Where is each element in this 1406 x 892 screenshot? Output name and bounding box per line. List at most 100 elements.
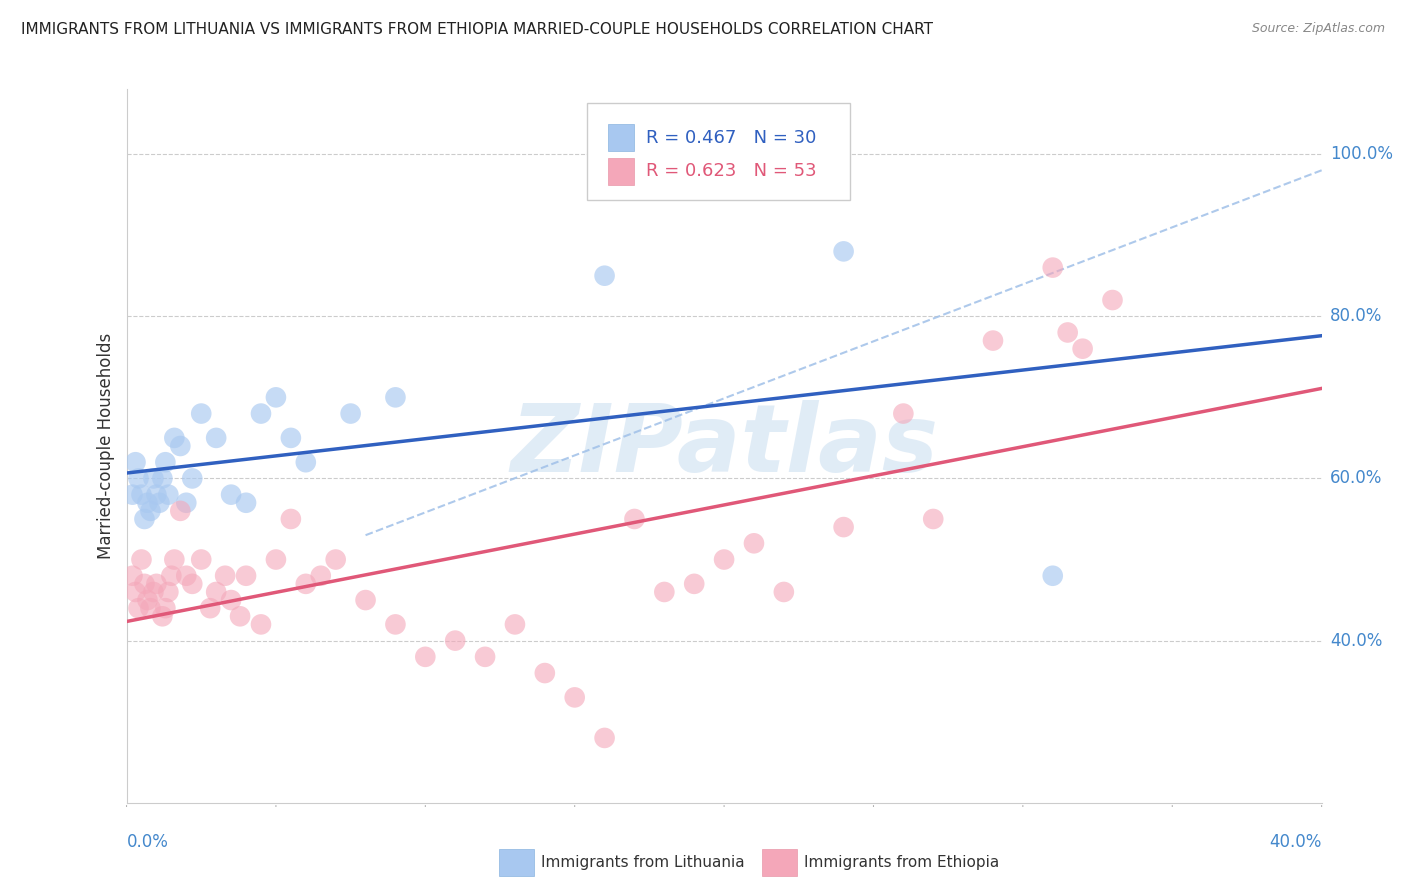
Point <box>309 568 332 582</box>
Text: IMMIGRANTS FROM LITHUANIA VS IMMIGRANTS FROM ETHIOPIA MARRIED-COUPLE HOUSEHOLDS : IMMIGRANTS FROM LITHUANIA VS IMMIGRANTS … <box>21 22 934 37</box>
Text: 40.0%: 40.0% <box>1330 632 1382 649</box>
Point <box>136 593 159 607</box>
Point <box>325 552 347 566</box>
Point <box>214 568 236 582</box>
Point <box>152 609 174 624</box>
Point <box>339 407 361 421</box>
Point <box>235 568 257 582</box>
Text: R = 0.467   N = 30: R = 0.467 N = 30 <box>647 128 817 146</box>
Point <box>174 496 197 510</box>
Point <box>219 593 242 607</box>
Point <box>124 455 146 469</box>
Text: ZIPatlas: ZIPatlas <box>510 400 938 492</box>
Point <box>205 585 228 599</box>
Text: 80.0%: 80.0% <box>1330 307 1382 326</box>
Point <box>503 617 526 632</box>
Point <box>127 601 149 615</box>
Point <box>157 488 180 502</box>
Point <box>474 649 496 664</box>
Text: Immigrants from Lithuania: Immigrants from Lithuania <box>541 855 745 870</box>
Point <box>155 601 177 615</box>
Point <box>250 617 273 632</box>
Point <box>683 577 706 591</box>
Point <box>832 520 855 534</box>
Point <box>742 536 765 550</box>
Point <box>139 504 162 518</box>
Point <box>142 585 165 599</box>
Point <box>160 568 183 582</box>
Point <box>121 568 143 582</box>
Point <box>174 568 197 582</box>
Point <box>169 439 191 453</box>
Point <box>981 334 1004 348</box>
Point <box>593 268 616 283</box>
Text: 100.0%: 100.0% <box>1330 145 1393 163</box>
Point <box>922 512 945 526</box>
Text: 40.0%: 40.0% <box>1270 833 1322 851</box>
Point <box>250 407 273 421</box>
Point <box>200 601 222 615</box>
Point <box>713 552 735 566</box>
Point <box>121 488 143 502</box>
FancyBboxPatch shape <box>586 103 849 200</box>
Point <box>534 666 557 681</box>
Point <box>652 585 675 599</box>
Y-axis label: Married-couple Households: Married-couple Households <box>97 333 115 559</box>
Point <box>264 390 287 404</box>
Point <box>593 731 616 745</box>
Point <box>155 455 177 469</box>
Point <box>1056 326 1078 340</box>
Point <box>384 617 406 632</box>
Point <box>564 690 586 705</box>
Point <box>280 512 302 526</box>
Point <box>235 496 257 510</box>
Point <box>136 496 159 510</box>
Point <box>205 431 228 445</box>
Point <box>893 407 915 421</box>
Point <box>190 552 212 566</box>
Point <box>145 488 167 502</box>
Point <box>229 609 252 624</box>
Point <box>181 577 204 591</box>
Point <box>294 455 316 469</box>
Point <box>444 633 467 648</box>
Point <box>773 585 796 599</box>
Text: R = 0.623   N = 53: R = 0.623 N = 53 <box>647 162 817 180</box>
Point <box>131 488 153 502</box>
Point <box>294 577 316 591</box>
Point <box>142 471 165 485</box>
Point <box>124 585 146 599</box>
FancyBboxPatch shape <box>609 124 634 152</box>
Point <box>163 431 186 445</box>
Point <box>127 471 149 485</box>
Point <box>219 488 242 502</box>
Point <box>152 471 174 485</box>
Point <box>415 649 437 664</box>
FancyBboxPatch shape <box>609 158 634 185</box>
Point <box>190 407 212 421</box>
Point <box>134 512 156 526</box>
Point <box>264 552 287 566</box>
Text: Immigrants from Ethiopia: Immigrants from Ethiopia <box>804 855 1000 870</box>
Point <box>181 471 204 485</box>
Point <box>1042 260 1064 275</box>
Point <box>1071 342 1094 356</box>
Point <box>139 601 162 615</box>
Text: Source: ZipAtlas.com: Source: ZipAtlas.com <box>1251 22 1385 36</box>
Text: 60.0%: 60.0% <box>1330 469 1382 487</box>
Text: 0.0%: 0.0% <box>127 833 169 851</box>
Point <box>354 593 377 607</box>
Point <box>145 577 167 591</box>
Point <box>131 552 153 566</box>
Point <box>134 577 156 591</box>
Point <box>1101 293 1123 307</box>
Point <box>169 504 191 518</box>
Point <box>623 512 645 526</box>
Point <box>157 585 180 599</box>
Point <box>384 390 406 404</box>
Point <box>280 431 302 445</box>
Point <box>832 244 855 259</box>
Point <box>163 552 186 566</box>
Point <box>148 496 170 510</box>
Point <box>1042 568 1064 582</box>
